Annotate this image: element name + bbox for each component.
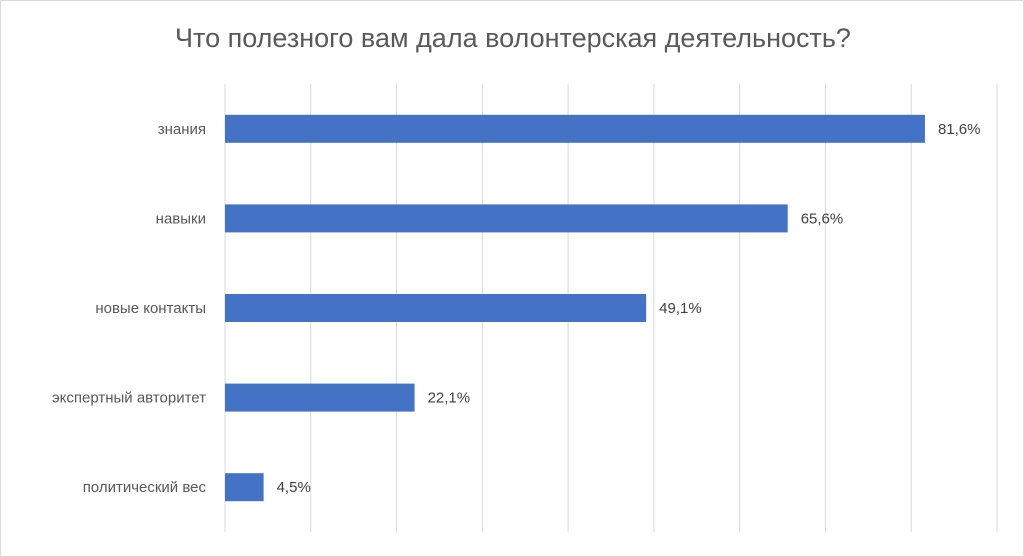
bar: [225, 294, 647, 322]
category-label: знания: [158, 121, 206, 138]
value-label: 49,1%: [659, 300, 702, 317]
bar: [225, 204, 788, 233]
category-label: новые контакты: [95, 300, 206, 317]
value-label: 81,6%: [938, 121, 981, 138]
bar: [225, 383, 415, 412]
chart-title: Что полезного вам дала волонтерская деят…: [175, 23, 851, 53]
bar: [225, 114, 925, 143]
value-label: 22,1%: [428, 390, 471, 407]
value-label: 4,5%: [277, 479, 311, 496]
bar: [225, 473, 264, 502]
category-label: экспертный авторитет: [52, 390, 206, 407]
value-label: 65,6%: [801, 210, 844, 227]
category-label: навыки: [156, 210, 206, 227]
category-label: политический вес: [83, 479, 207, 496]
